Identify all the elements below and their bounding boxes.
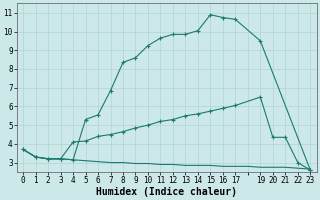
X-axis label: Humidex (Indice chaleur): Humidex (Indice chaleur) <box>96 186 237 197</box>
